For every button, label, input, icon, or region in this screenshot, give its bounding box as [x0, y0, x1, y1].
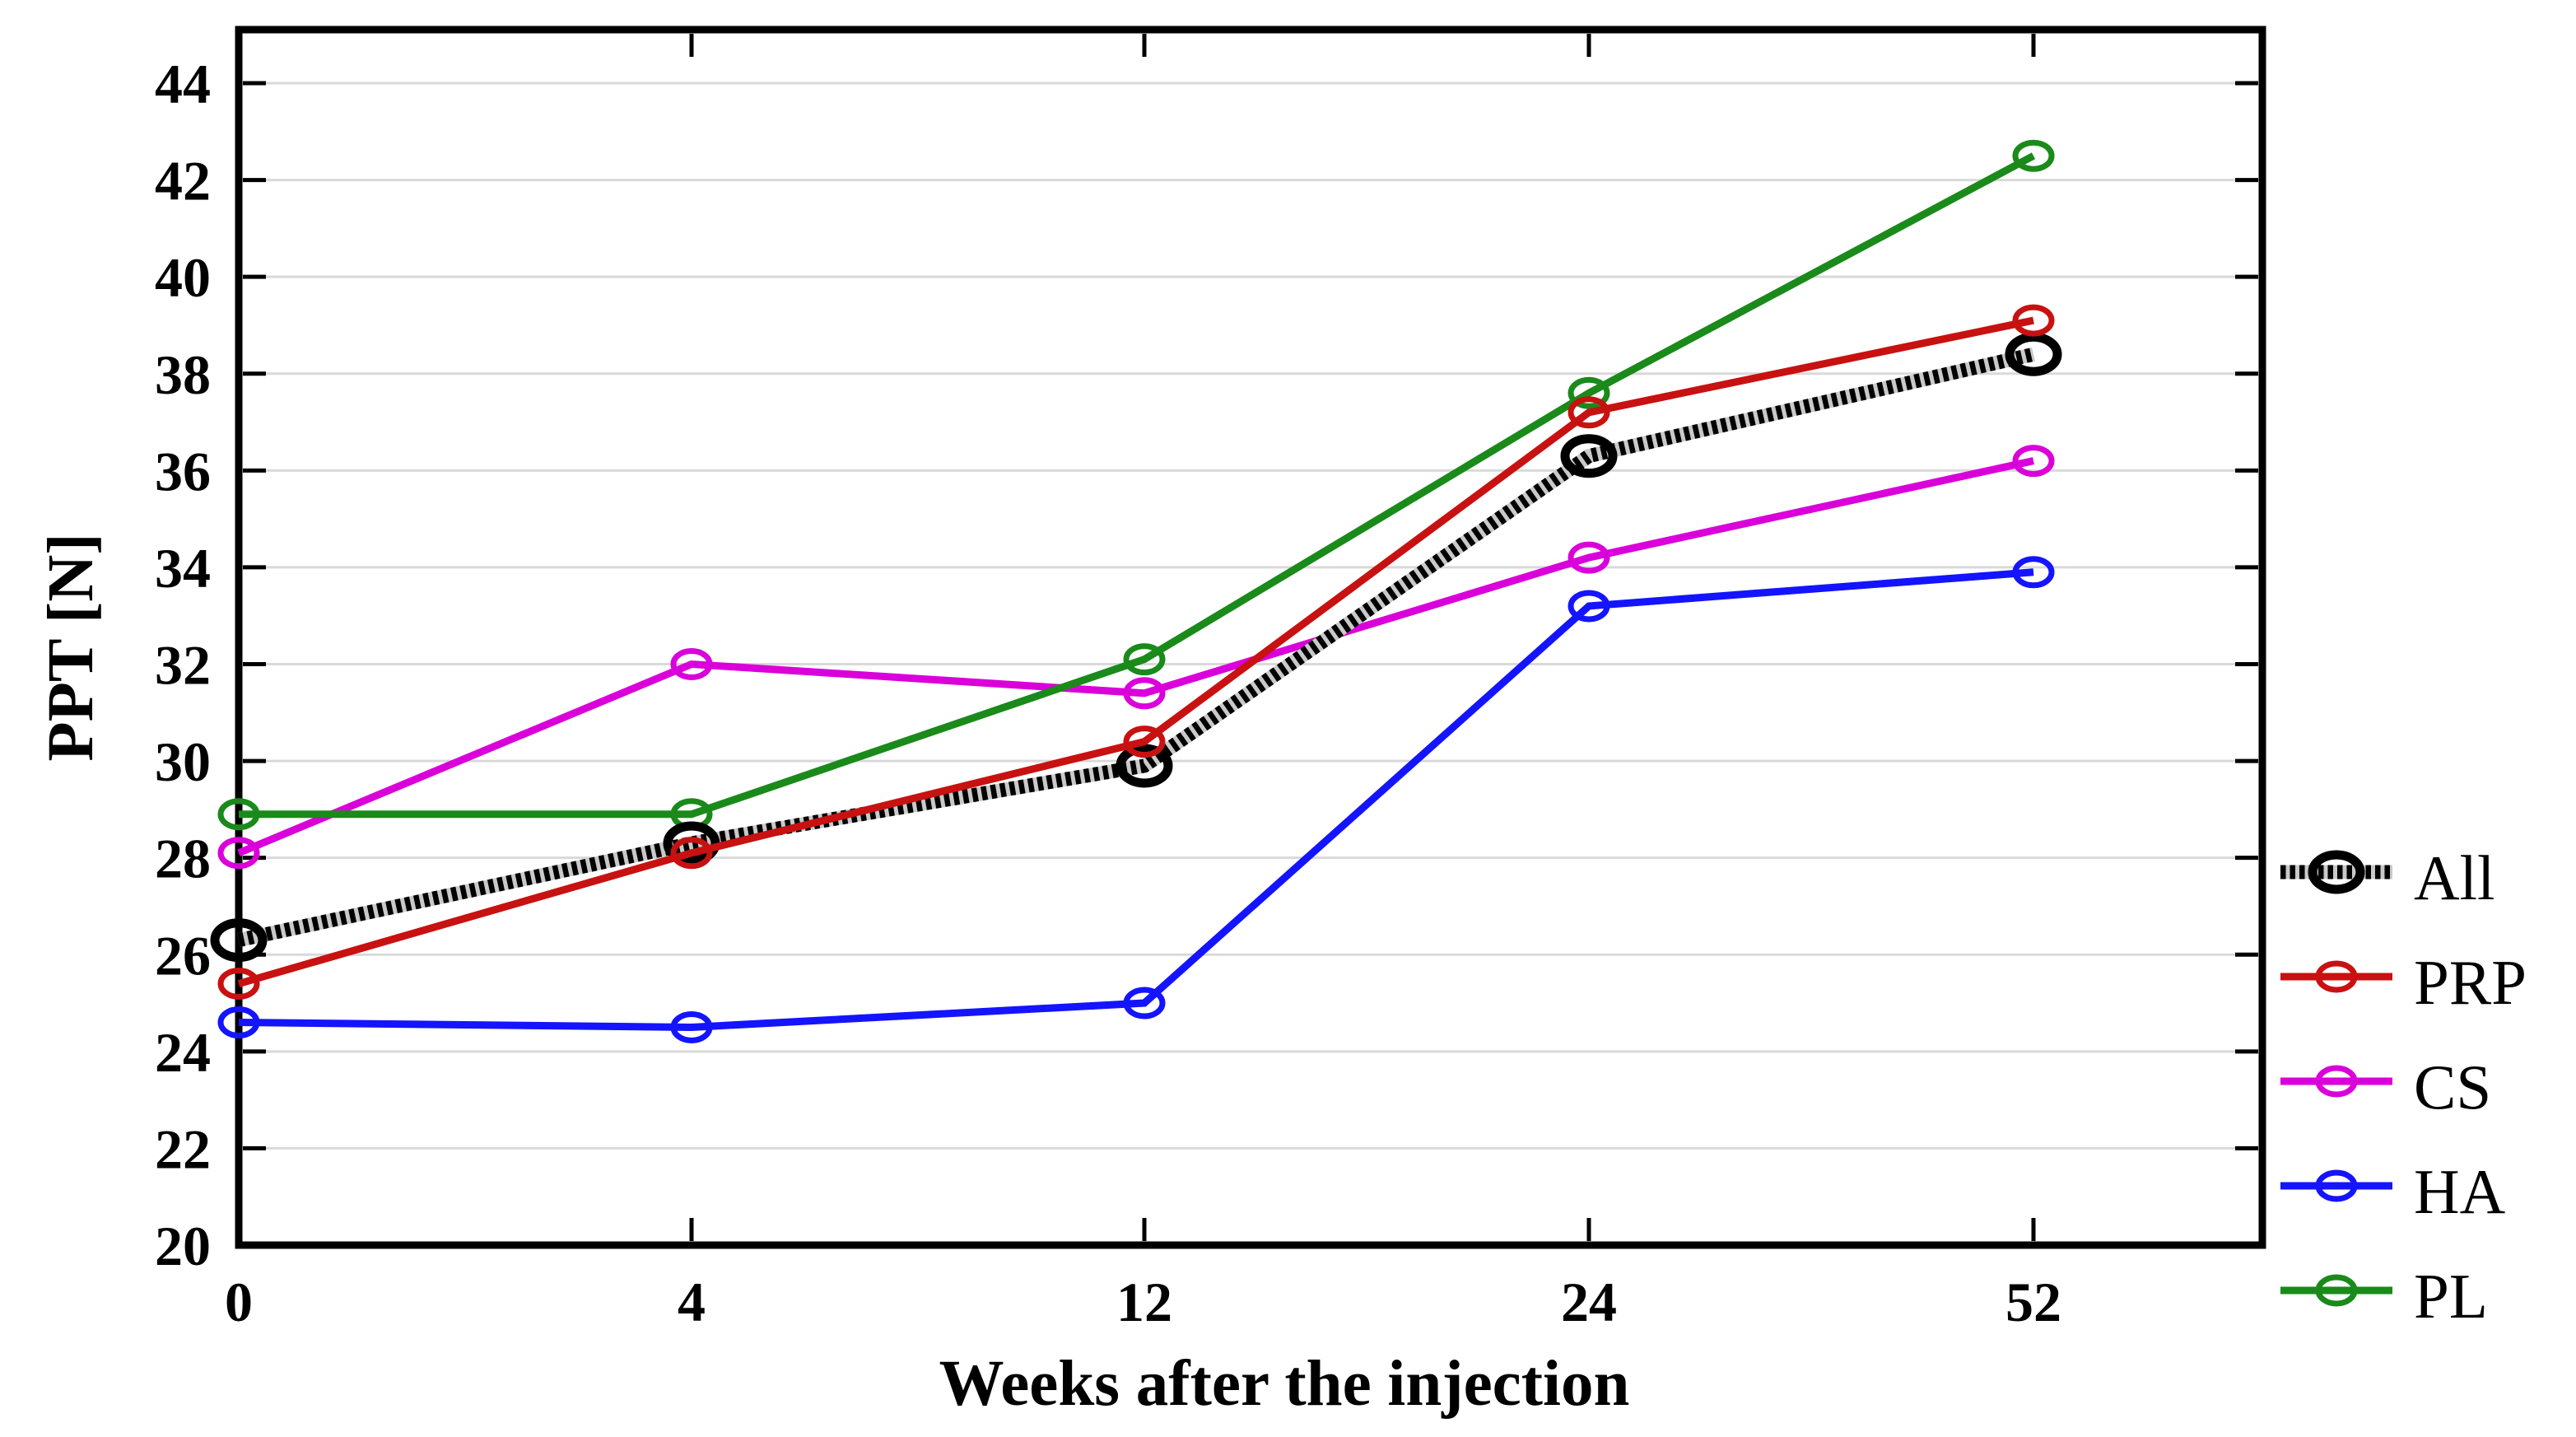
x-tick-label-52: 52: [2005, 1271, 2061, 1333]
data-point-marker-All: [1116, 744, 1173, 788]
x-axis-title: Weeks after the injection: [939, 1348, 1630, 1420]
x-tick-label-0: 0: [225, 1271, 253, 1333]
legend-marker-All: [2308, 850, 2365, 894]
data-series: [210, 139, 2062, 1043]
data-point-marker-HA: [1123, 987, 1166, 1019]
data-point-marker-CS: [670, 648, 713, 680]
legend-marker-PL: [2315, 1274, 2358, 1307]
legend-label-PL: PL: [2414, 1261, 2488, 1332]
y-axis-title: PPT [N]: [35, 533, 107, 761]
data-point-marker-CS: [217, 837, 260, 870]
y-tick-label-42: 42: [155, 150, 211, 212]
y-tick-label-44: 44: [155, 53, 211, 115]
legend: All PRP CS HA PL: [2280, 842, 2527, 1332]
y-tick-label-24: 24: [155, 1021, 211, 1084]
data-point-marker-PRP: [1567, 396, 1610, 429]
data-point-marker-CS: [2012, 445, 2055, 478]
x-tick-labels: 0 4 12 24 52: [225, 1271, 2061, 1333]
x-tick-label-24: 24: [1561, 1271, 1617, 1333]
data-point-marker-HA: [1567, 590, 1610, 623]
data-point-marker-PL: [217, 798, 260, 831]
data-point-marker-All: [1560, 434, 1618, 478]
legend-marker-PRP: [2315, 960, 2358, 993]
data-point-marker-PL: [2012, 139, 2055, 172]
legend-label-CS: CS: [2414, 1052, 2491, 1122]
data-point-marker-PL: [1567, 376, 1610, 409]
y-tick-label-26: 26: [155, 924, 211, 987]
data-point-marker-HA: [670, 1010, 713, 1043]
data-point-marker-PRP: [217, 968, 260, 1001]
series-line-PL: [239, 152, 2036, 819]
series-line-CS: [237, 457, 2034, 856]
y-tick-label-40: 40: [155, 246, 211, 309]
y-tick-label-30: 30: [155, 730, 211, 793]
data-point-marker-PRP: [670, 837, 713, 870]
legend-label-PRP: PRP: [2414, 947, 2527, 1018]
data-point-marker-PRP: [2012, 304, 2055, 337]
data-point-marker-PL: [1123, 643, 1166, 676]
axis-ticks: [236, 34, 2258, 1248]
y-tick-labels: 20 22 24 26 28 30 32 34 36 38 40 42 44: [155, 53, 211, 1277]
data-point-marker-HA: [2012, 556, 2055, 589]
y-tick-label-36: 36: [155, 440, 211, 502]
data-point-marker-CS: [1123, 677, 1166, 710]
gridlines: [243, 82, 2258, 1150]
y-tick-label-34: 34: [155, 537, 211, 600]
data-point-marker-CS: [1567, 541, 1610, 574]
y-tick-label-22: 22: [155, 1117, 211, 1180]
series-line-HA: [238, 568, 2034, 1031]
x-tick-label-12: 12: [1116, 1271, 1172, 1333]
data-point-marker-HA: [217, 1006, 260, 1039]
legend-label-HA: HA: [2414, 1156, 2506, 1227]
series-line-All: [237, 347, 2035, 947]
y-tick-label-32: 32: [155, 634, 211, 697]
series-line-PRP: [237, 316, 2034, 987]
legend-marker-HA: [2315, 1169, 2358, 1202]
y-tick-label-38: 38: [155, 343, 211, 406]
y-tick-label-20: 20: [155, 1215, 211, 1277]
y-tick-label-28: 28: [155, 828, 211, 890]
data-point-marker-All: [210, 918, 268, 963]
legend-marker-CS: [2315, 1065, 2358, 1098]
plot-border: [235, 26, 2266, 1249]
data-point-marker-PRP: [1123, 725, 1166, 758]
legend-label-All: All: [2414, 842, 2494, 913]
x-tick-label-4: 4: [678, 1271, 706, 1333]
data-point-marker-All: [2005, 332, 2062, 376]
